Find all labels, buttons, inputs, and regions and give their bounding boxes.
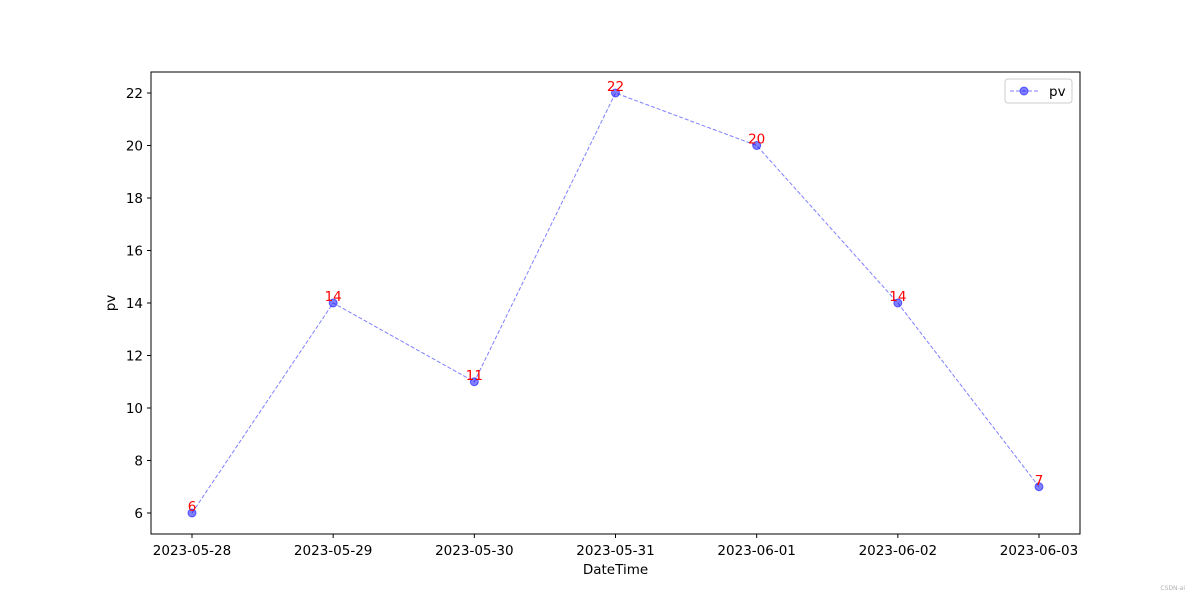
watermark: CSDN-ai — [1160, 585, 1185, 592]
y-tick-label: 18 — [126, 191, 143, 207]
data-point — [752, 141, 762, 150]
data-label: 22 — [607, 79, 624, 95]
data-label: 7 — [1035, 473, 1044, 489]
y-tick-label: 10 — [126, 401, 143, 417]
x-tick-label: 2023-05-30 — [435, 543, 513, 559]
series-line-pv — [191, 92, 1040, 514]
legend-marker — [1019, 86, 1029, 96]
data-label: 20 — [748, 132, 765, 148]
y-tick-label: 22 — [126, 86, 143, 102]
x-tick-label: 2023-05-31 — [576, 543, 654, 559]
y-tick-label: 6 — [134, 506, 143, 522]
data-point — [611, 88, 620, 98]
series-points — [187, 88, 1044, 518]
x-axis-label: DateTime — [583, 562, 648, 578]
legend-entry-pv: pv — [1049, 84, 1066, 100]
plot-area — [150, 71, 1081, 535]
x-tick-label: 2023-05-28 — [153, 543, 231, 559]
y-tick-label: 12 — [126, 349, 143, 365]
data-point — [469, 377, 479, 387]
x-tick-label: 2023-05-29 — [294, 543, 372, 559]
x-axis: 2023-05-28 2023-05-29 2023-05-30 2023-05-31… — [153, 534, 1078, 559]
x-tick-label: 2023-06-02 — [859, 543, 937, 559]
data-label: 6 — [188, 499, 197, 515]
y-tick-label: 16 — [126, 244, 143, 260]
legend: pv — [1004, 78, 1073, 104]
y-tick-label: 8 — [134, 454, 143, 470]
data-label: 14 — [325, 289, 342, 305]
x-tick-label: 2023-06-01 — [717, 543, 795, 559]
x-tick-label: 2023-06-03 — [1000, 543, 1078, 559]
y-tick-label: 20 — [126, 139, 143, 155]
y-axis-label: pv — [103, 295, 119, 312]
data-point — [187, 508, 197, 518]
data-point — [1034, 482, 1044, 492]
y-axis: 6 8 10 12 14 16 18 20 22 — [126, 86, 151, 522]
data-label: 14 — [889, 289, 906, 305]
data-labels: 6 14 11 22 20 14 7 — [188, 79, 1044, 515]
y-tick-label: 14 — [126, 296, 143, 312]
data-point — [893, 298, 903, 308]
data-label: 11 — [466, 368, 483, 384]
data-point — [328, 298, 338, 308]
legend-box — [1004, 78, 1073, 104]
